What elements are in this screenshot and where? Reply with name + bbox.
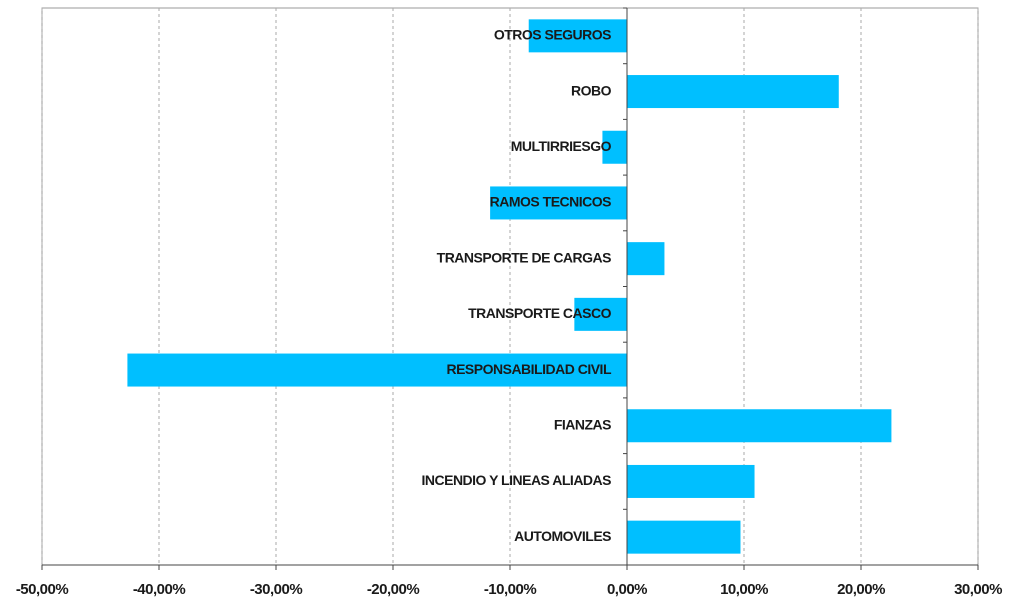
bar (627, 242, 665, 276)
y-tick-label: OTROS SEGUROS (494, 27, 611, 43)
x-tick-label: -50,00% (16, 581, 69, 598)
x-tick-label: -20,00% (367, 581, 420, 598)
bar (602, 130, 627, 164)
x-tick-label: 10,00% (720, 581, 768, 598)
bar (627, 464, 755, 498)
bar (528, 19, 627, 53)
y-tick-label: RESPONSABILIDAD CIVIL (446, 361, 611, 377)
x-tick-label: -10,00% (484, 581, 537, 598)
y-tick-label: TRANSPORTE DE CARGAS (437, 249, 612, 265)
bar (627, 75, 839, 109)
x-tick-label: 0,00% (607, 581, 647, 598)
bar (627, 409, 892, 443)
y-tick-label: ROBO (571, 82, 612, 98)
bar (490, 186, 627, 220)
x-tick-label: -40,00% (133, 581, 186, 598)
bar (127, 353, 627, 387)
x-tick-label: 20,00% (837, 581, 885, 598)
x-tick-label: -30,00% (250, 581, 303, 598)
y-tick-label: RAMOS TECNICOS (490, 194, 612, 210)
x-tick-label: 30,00% (954, 581, 1002, 598)
y-tick-label: TRANSPORTE CASCO (468, 305, 612, 321)
bar (574, 297, 627, 331)
y-tick-label: AUTOMOVILES (514, 528, 611, 544)
bar (627, 520, 741, 554)
y-tick-label: FIANZAS (554, 416, 611, 432)
y-tick-label: MULTIRRIESGO (511, 138, 612, 154)
y-tick-label: INCENDIO Y LINEAS ALIADAS (422, 472, 612, 488)
